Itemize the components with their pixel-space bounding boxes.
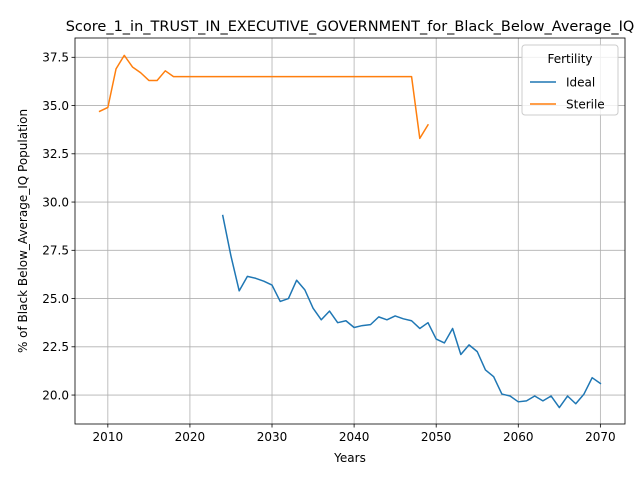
y-axis-label: % of Black Below_Average_IQ Population	[16, 109, 30, 353]
legend-label-ideal: Ideal	[566, 75, 595, 89]
legend: Fertility Ideal Sterile	[521, 44, 619, 116]
x-tick-label: 2020	[175, 430, 206, 444]
y-tick-label: 37.5	[42, 51, 69, 65]
series-line-ideal	[221, 214, 602, 409]
y-tick-label: 35.0	[42, 99, 69, 113]
y-tick-label: 20.0	[42, 388, 69, 402]
grid-lines	[75, 38, 625, 424]
axis-ticks: 2010 2020 2030 2040 2050 2060 2070 20.0 22.5 25.0…	[42, 51, 615, 444]
x-tick-label: 2040	[339, 430, 370, 444]
y-tick-label: 30.0	[42, 195, 69, 209]
y-tick-label: 25.0	[42, 292, 69, 306]
legend-box	[521, 44, 619, 116]
series-lines	[98, 54, 602, 409]
y-tick-label: 22.5	[42, 340, 69, 354]
legend-entries: Ideal Sterile	[530, 75, 605, 111]
x-tick-label: 2070	[585, 430, 616, 444]
legend-title: Fertility	[547, 52, 592, 66]
x-tick-label: 2050	[421, 430, 452, 444]
x-tick-label: 2030	[257, 430, 288, 444]
x-axis-label: Years	[333, 451, 366, 465]
x-tick-label: 2060	[503, 430, 534, 444]
y-tick-label: 32.5	[42, 147, 69, 161]
x-tick-label: 2010	[93, 430, 124, 444]
plot-frame	[74, 37, 626, 425]
legend-label-sterile: Sterile	[566, 97, 605, 111]
chart-title: Score_1_in_TRUST_IN_EXECUTIVE_GOVERNMENT…	[66, 19, 635, 35]
y-tick-label: 27.5	[42, 244, 69, 258]
series-line-sterile	[98, 54, 430, 140]
